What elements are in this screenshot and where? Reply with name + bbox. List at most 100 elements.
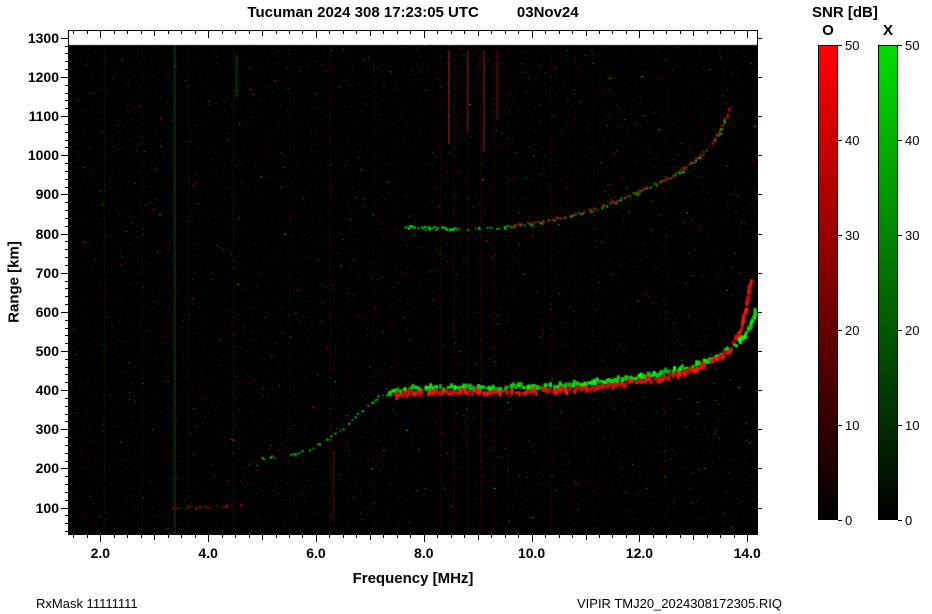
x-tick (127, 535, 129, 538)
colorbar-tick-label: 10 (845, 418, 860, 433)
colorbar-tick (838, 140, 842, 141)
colorbar-tick (898, 45, 902, 46)
x-tick-label: 14.0 (733, 545, 761, 561)
y-tick-right (758, 37, 762, 39)
x-tick (329, 535, 331, 538)
y-tick (61, 76, 68, 78)
x-tick-label: 12.0 (625, 545, 654, 561)
x-tick (248, 535, 250, 538)
x-tick-label: 4.0 (198, 545, 218, 561)
colorbar-tick (898, 330, 902, 331)
y-tick (61, 155, 68, 157)
y-tick (61, 37, 68, 39)
x-tick-label: 10.0 (517, 545, 546, 561)
y-tick (61, 311, 68, 313)
colorbar-tick-label: 0 (905, 513, 913, 528)
colorbar-tick (838, 425, 842, 426)
y-tick-right (758, 507, 762, 509)
y-tick-label: 200 (35, 460, 59, 477)
y-tick-label: 900 (35, 186, 59, 203)
y-tick-right (758, 390, 762, 392)
y-tick-right (758, 311, 762, 313)
x-tick (113, 535, 115, 538)
y-tick-right (758, 272, 762, 274)
x-tick-label: 6.0 (306, 545, 326, 561)
y-tick (61, 429, 68, 431)
colorbar-tick-label: 40 (845, 133, 860, 148)
x-tick (545, 535, 547, 538)
colorbar-tick (898, 520, 902, 521)
colorbar-tick-label: 40 (905, 133, 920, 148)
y-tick-right (758, 429, 762, 431)
y-tick (61, 194, 68, 196)
x-tick (652, 535, 654, 538)
plot-title: Tucuman 2024 308 17:23:05 UTC (247, 4, 479, 21)
y-tick (61, 390, 68, 392)
x-tick (194, 535, 196, 538)
y-tick-label: 800 (35, 225, 59, 242)
rx-mask-label: RxMask 11111111 (36, 596, 138, 611)
y-tick (61, 272, 68, 274)
x-tick (477, 535, 479, 540)
x-tick (208, 535, 210, 542)
x-tick-label: 2.0 (90, 545, 111, 561)
x-tick (275, 535, 277, 538)
y-tick (61, 233, 68, 235)
x-tick (437, 535, 439, 538)
x-tick (289, 535, 291, 538)
x-tick (679, 535, 681, 538)
x-tick (140, 535, 142, 538)
x-tick (181, 535, 183, 538)
y-tick-label: 500 (35, 343, 59, 359)
y-tick-right (758, 194, 762, 196)
colorbar-tick-label: 20 (845, 323, 860, 338)
x-tick (747, 535, 749, 542)
colorbar-title: SNR [dB] (812, 4, 878, 21)
colorbar-tick-label: 0 (845, 513, 853, 528)
colorbar-tick-label: 30 (905, 228, 920, 243)
ionogram-canvas (69, 31, 757, 534)
y-tick (61, 507, 68, 509)
x-tick (86, 535, 88, 538)
y-tick-right (758, 233, 762, 235)
x-tick (356, 535, 358, 538)
colorbar-tick-label: 50 (845, 38, 860, 53)
colorbar-tick (838, 235, 842, 236)
y-tick (61, 468, 68, 470)
y-tick-label: 1100 (28, 108, 59, 125)
x-tick (167, 535, 169, 538)
colorbar-x (878, 45, 898, 520)
colorbar-tick (838, 330, 842, 331)
x-tick (154, 535, 156, 540)
colorbar-tick-label: 30 (845, 228, 860, 243)
x-tick (733, 535, 735, 538)
x-tick (558, 535, 560, 538)
plot-date: 03Nov24 (516, 4, 579, 21)
colorbar-tick-label: 50 (905, 38, 920, 53)
colorbar-tick (898, 140, 902, 141)
y-tick-right (758, 468, 762, 470)
x-tick (383, 535, 385, 538)
colorbar-tick-label: 10 (905, 418, 920, 433)
x-tick (73, 535, 75, 538)
colorbar-x-label: X (882, 22, 893, 39)
x-tick (235, 535, 237, 538)
x-tick (639, 535, 641, 542)
x-tick (315, 535, 317, 542)
colorbar-tick-label: 20 (905, 323, 920, 338)
x-tick (572, 535, 574, 538)
x-tick (693, 535, 695, 540)
colorbar-tick (898, 235, 902, 236)
x-tick (369, 535, 371, 540)
y-tick-right (758, 155, 762, 157)
x-tick (585, 535, 587, 540)
x-tick (612, 535, 614, 538)
plot-frame (68, 30, 758, 535)
y-tick (61, 351, 68, 352)
x-tick (302, 535, 304, 538)
y-tick-label: 300 (35, 421, 59, 438)
title-row: Tucuman 2024 308 17:23:05 UTC 03Nov24 (68, 4, 758, 21)
filename-label: VIPIR TMJ20_2024308172305.RIQ (576, 596, 782, 611)
colorbar-tick (838, 45, 842, 46)
